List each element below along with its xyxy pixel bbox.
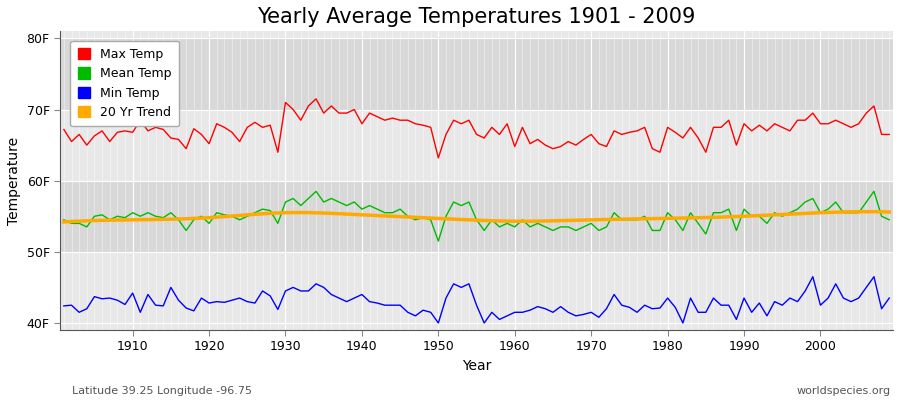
Bar — [60, 38, 893, 110]
Bar — [60, 181, 893, 252]
Bar — [60, 110, 893, 181]
Y-axis label: Temperature: Temperature — [7, 137, 21, 225]
X-axis label: Year: Year — [462, 359, 491, 373]
Text: Latitude 39.25 Longitude -96.75: Latitude 39.25 Longitude -96.75 — [72, 386, 252, 396]
Legend: Max Temp, Mean Temp, Min Temp, 20 Yr Trend: Max Temp, Mean Temp, Min Temp, 20 Yr Tre… — [70, 40, 179, 126]
Bar — [60, 252, 893, 323]
Bar — [60, 0, 893, 38]
Title: Yearly Average Temperatures 1901 - 2009: Yearly Average Temperatures 1901 - 2009 — [257, 7, 696, 27]
Text: worldspecies.org: worldspecies.org — [796, 386, 891, 396]
